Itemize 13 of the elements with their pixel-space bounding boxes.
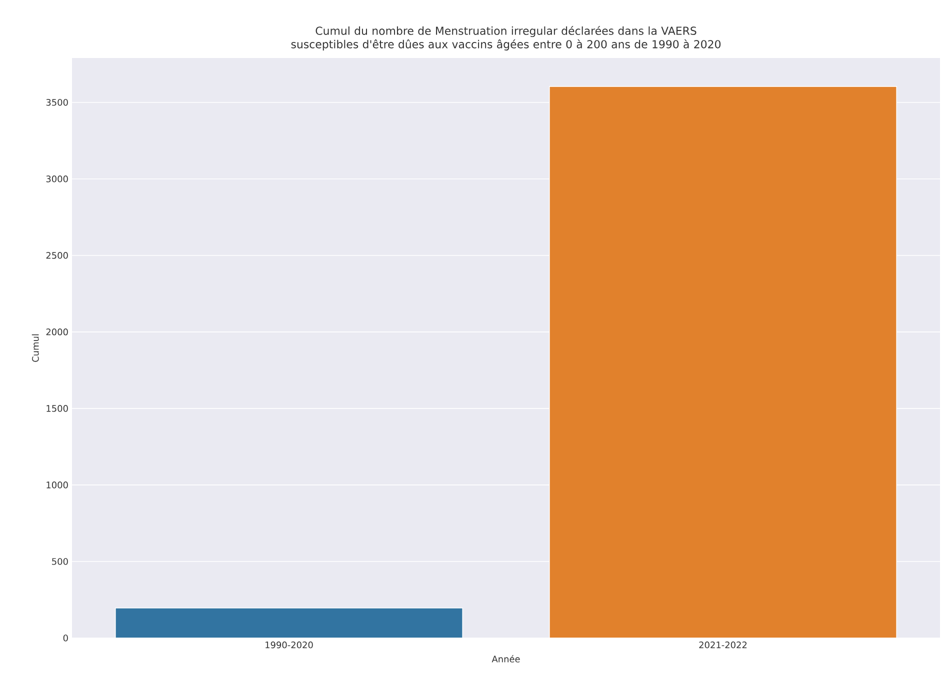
y-tick-label: 0 (63, 634, 68, 642)
x-tick-label: 2021-2022 (699, 642, 747, 648)
y-axis-title: Cumul (32, 334, 39, 362)
x-tick-label: 1990-2020 (266, 642, 313, 648)
y-tick-label: 1000 (46, 482, 68, 488)
y-tick-label: 3500 (46, 98, 68, 106)
x-axis-title: Année (492, 655, 520, 662)
y-tick-label: 3000 (46, 175, 68, 182)
y-tick-label: 1500 (46, 405, 68, 412)
y-tick-label: 2500 (46, 252, 68, 259)
chart-title: Cumul du nombre de Menstruation irregular déclarées dans la VAERS susceptibles d'être dûes aux vaccins âgées entre 0 à 200 ans de 1990 à 2020 (291, 26, 721, 50)
y-tick-label: 500 (52, 558, 68, 565)
y-tick-label: 2000 (46, 328, 68, 336)
